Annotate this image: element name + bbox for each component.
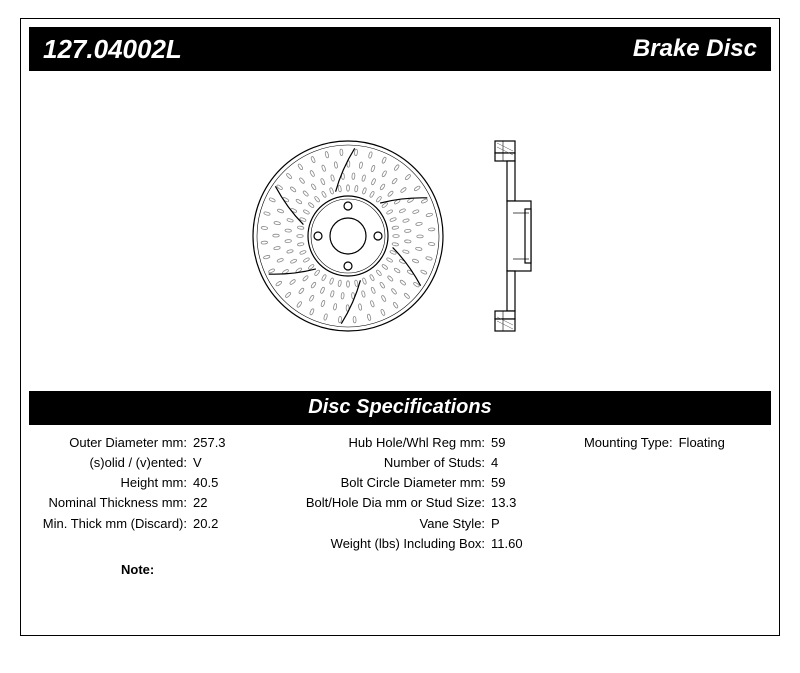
spec-row: Min. Thick mm (Discard):20.2 [33, 514, 271, 534]
header-bar: 127.04002L Brake Disc [29, 27, 771, 71]
spec-header: Disc Specifications [29, 391, 771, 425]
spec-table: Outer Diameter mm:257.3(s)olid / (v)ente… [21, 425, 779, 554]
spec-column-3: Mounting Type:Floating [569, 433, 767, 554]
spec-label: Bolt Circle Diameter mm: [271, 473, 491, 493]
spec-label: Weight (lbs) Including Box: [271, 534, 491, 554]
spec-row: Mounting Type:Floating [569, 433, 767, 453]
spec-value: Floating [679, 433, 725, 453]
spec-value: 11.60 [491, 534, 523, 554]
note-label: Note: [21, 554, 779, 577]
spec-row: Number of Studs:4 [271, 453, 569, 473]
spec-value: P [491, 514, 500, 534]
spec-label: Vane Style: [271, 514, 491, 534]
spec-row: (s)olid / (v)ented:V [33, 453, 271, 473]
product-type: Brake Disc [633, 35, 757, 63]
spec-label: Outer Diameter mm: [33, 433, 193, 453]
spec-label: Min. Thick mm (Discard): [33, 514, 193, 534]
spec-value: 59 [491, 433, 505, 453]
spec-value: 22 [193, 493, 207, 513]
spec-value: 40.5 [193, 473, 218, 493]
diagram-area [21, 71, 779, 391]
disc-side-view-icon [477, 131, 557, 341]
spec-value: 59 [491, 473, 505, 493]
spec-row: Vane Style:P [271, 514, 569, 534]
spec-row: Bolt Circle Diameter mm:59 [271, 473, 569, 493]
spec-label: Bolt/Hole Dia mm or Stud Size: [271, 493, 491, 513]
spec-label: Number of Studs: [271, 453, 491, 473]
spec-row: Outer Diameter mm:257.3 [33, 433, 271, 453]
spec-row: Hub Hole/Whl Reg mm:59 [271, 433, 569, 453]
spec-label: (s)olid / (v)ented: [33, 453, 193, 473]
spec-row: Bolt/Hole Dia mm or Stud Size:13.3 [271, 493, 569, 513]
part-number: 127.04002L [43, 34, 182, 65]
spec-row: Nominal Thickness mm:22 [33, 493, 271, 513]
spec-row: Weight (lbs) Including Box:11.60 [271, 534, 569, 554]
spec-value: 257.3 [193, 433, 226, 453]
spec-value: V [193, 453, 202, 473]
spec-label: Hub Hole/Whl Reg mm: [271, 433, 491, 453]
spec-label: Nominal Thickness mm: [33, 493, 193, 513]
spec-label: Height mm: [33, 473, 193, 493]
spec-label: Mounting Type: [569, 433, 679, 453]
spec-row: Height mm:40.5 [33, 473, 271, 493]
spec-value: 13.3 [491, 493, 516, 513]
spec-column-1: Outer Diameter mm:257.3(s)olid / (v)ente… [33, 433, 271, 554]
spec-sheet: 127.04002L Brake Disc [20, 18, 780, 636]
disc-front-view-icon [243, 131, 453, 341]
spec-value: 4 [491, 453, 498, 473]
spec-column-2: Hub Hole/Whl Reg mm:59Number of Studs:4B… [271, 433, 569, 554]
spec-value: 20.2 [193, 514, 218, 534]
